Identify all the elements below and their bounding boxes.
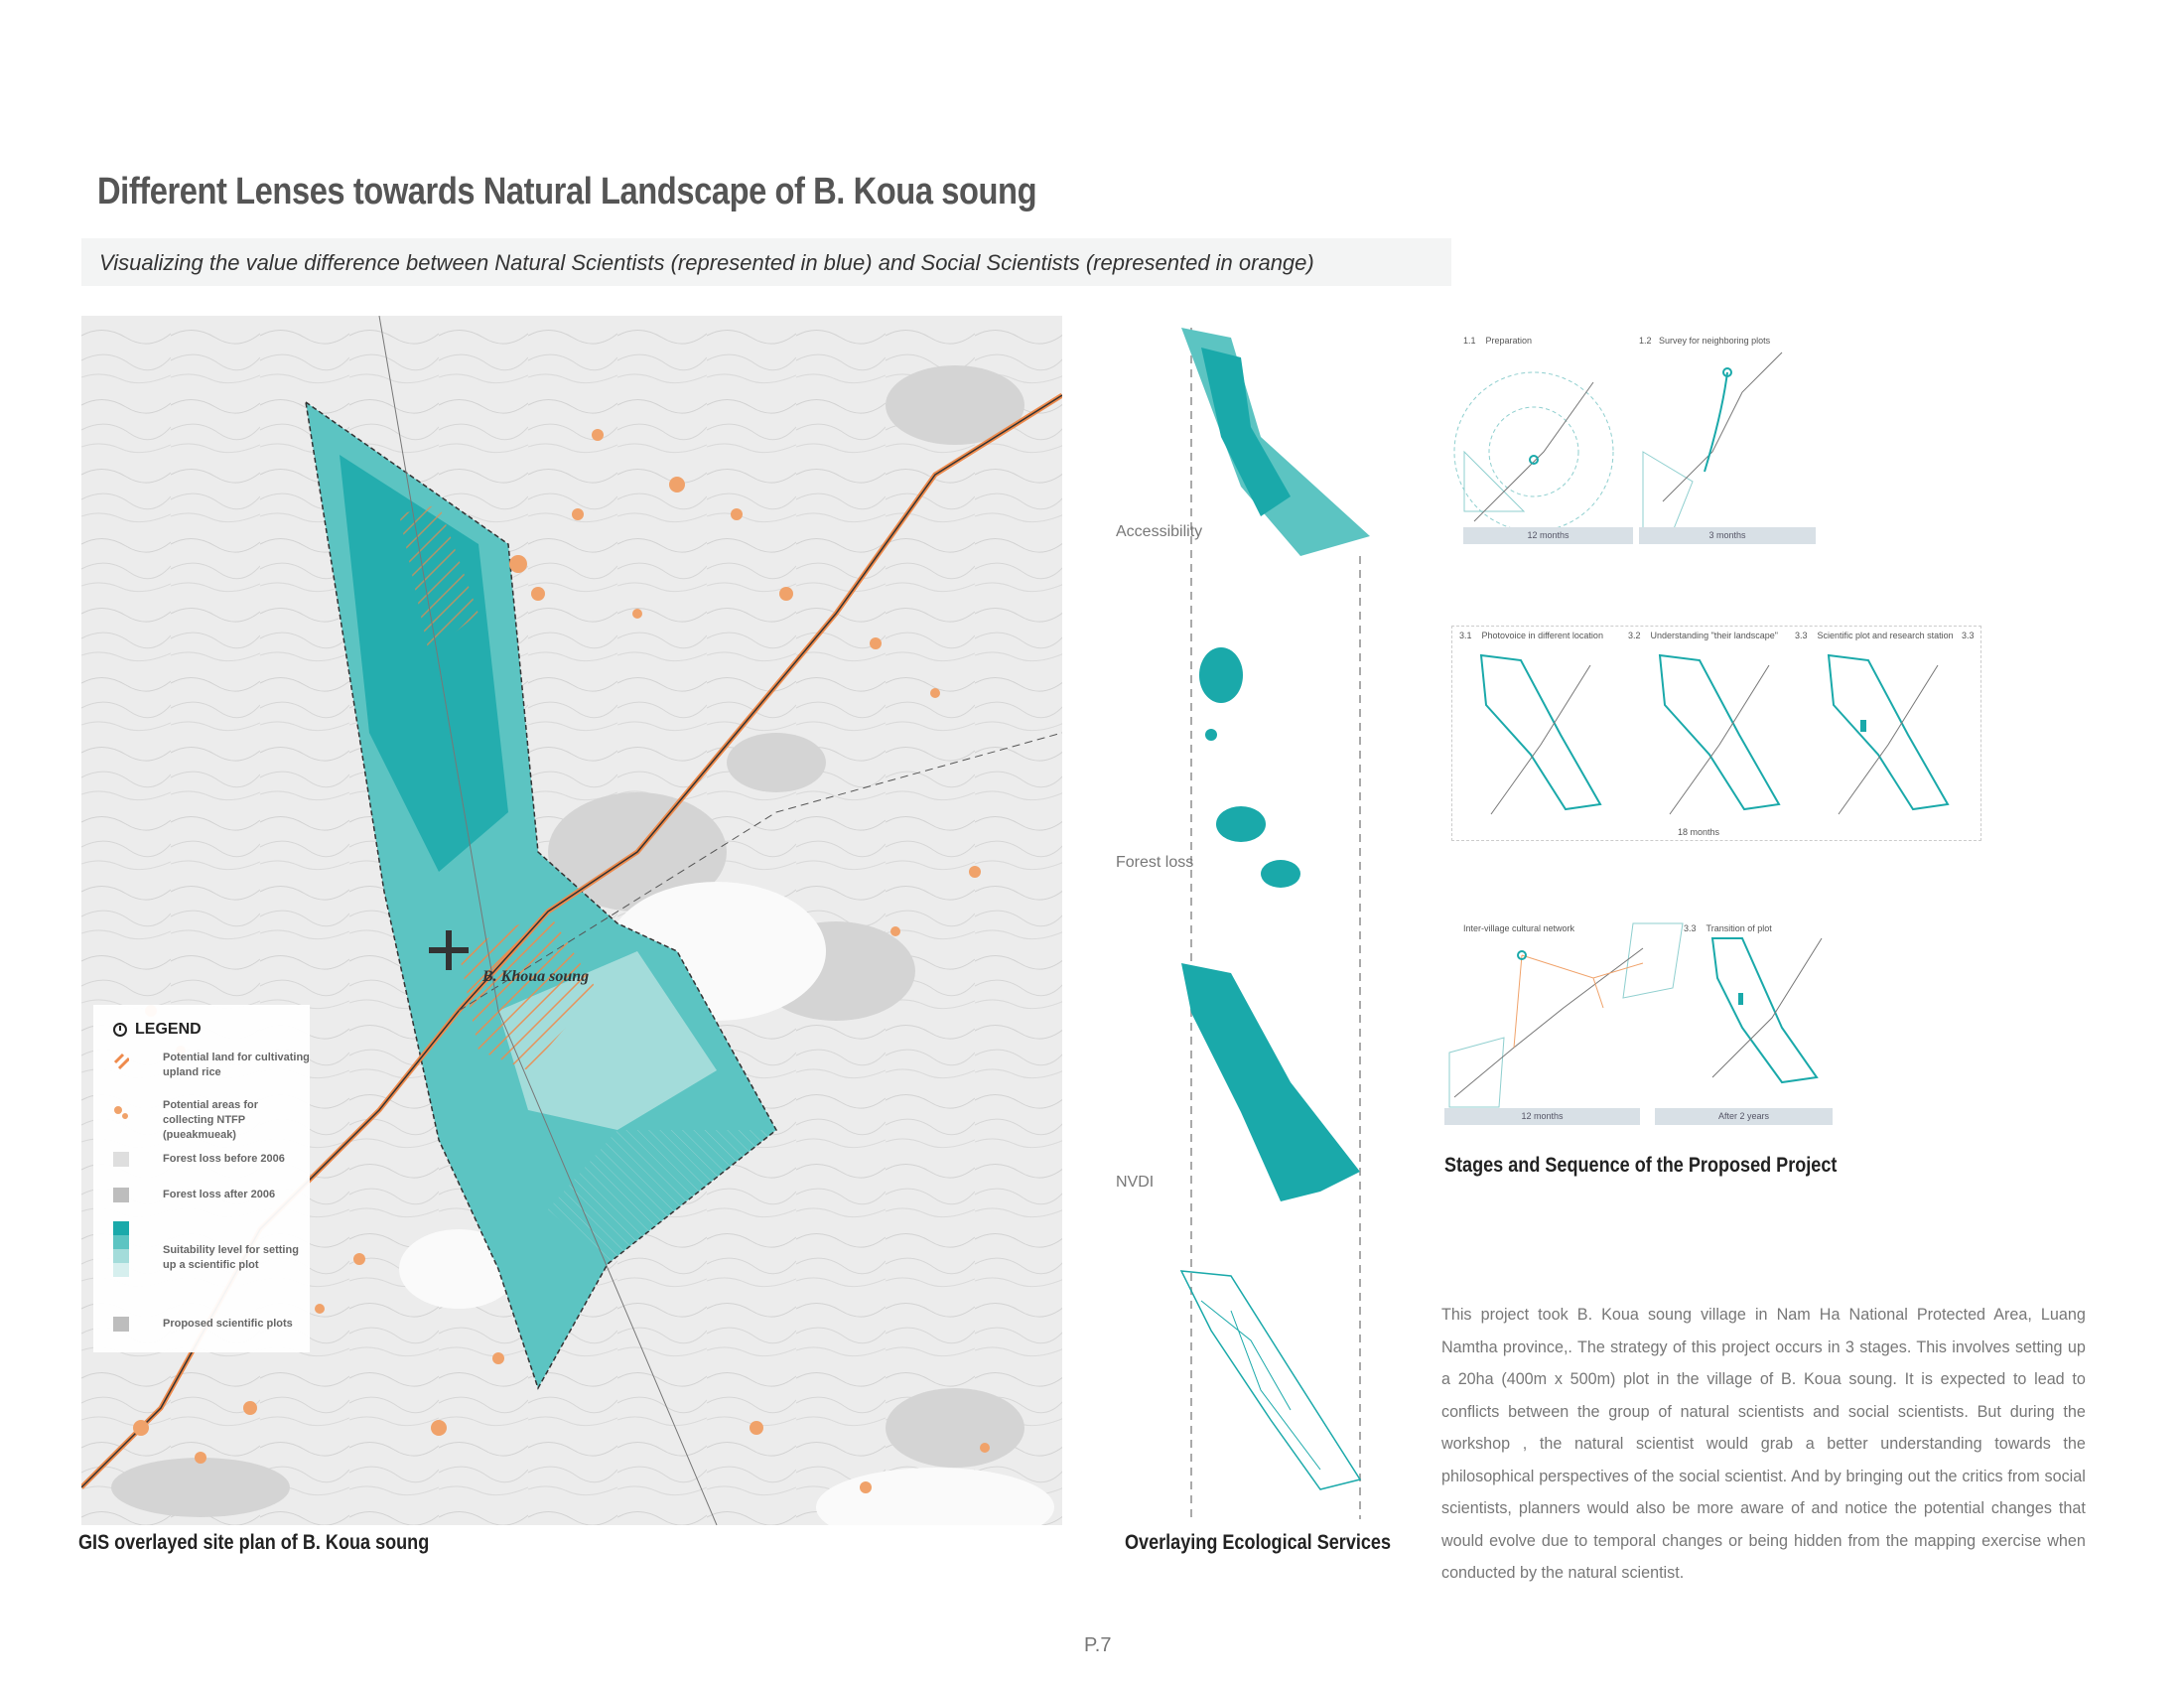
ecological-network-map [1179, 1270, 1362, 1490]
overlay-label-forest-loss: Forest loss [1116, 854, 1194, 871]
ntfp-dots [133, 429, 990, 1493]
legend-title: LEGEND [135, 1021, 202, 1038]
stage-1-2-label: 1.2 Survey for neighboring plots [1639, 336, 1771, 346]
map-caption: GIS overlayed site plan of B. Koua soung [78, 1531, 430, 1554]
stage-3-1-label: 3.1 Photovoice in different location [1459, 631, 1603, 640]
stage-3-2-label: 3.2 Understanding "their landscape" [1628, 631, 1779, 640]
stages-caption: Stages and Sequence of the Proposed Proj… [1444, 1154, 1838, 1177]
page-title: Different Lenses towards Natural Landsca… [97, 171, 1037, 212]
hatch-icon [113, 1053, 129, 1070]
overlay-stack [1179, 328, 1370, 1519]
forest-loss-map [1199, 647, 1300, 888]
map-legend: LEGEND Potential land for cultivating up… [93, 1005, 310, 1352]
stage-row-3-duration-2: After 2 years [1655, 1108, 1833, 1125]
ndvi-map [1181, 963, 1360, 1201]
overlay-label-ndvi: NVDI [1116, 1174, 1155, 1191]
overlay-caption: Overlaying Ecological Services [1125, 1531, 1392, 1554]
stage-3-3-label: 3.3 Scientific plot and research station [1795, 631, 1954, 640]
stage-3-3b-label: 3.3 [1962, 631, 1975, 640]
stage-row-3 [1448, 922, 1823, 1108]
subtitle-band [81, 238, 1451, 286]
stage-1-1-duration: 12 months [1463, 527, 1633, 544]
stage-1-2-duration: 3 months [1639, 527, 1816, 544]
stage-row-2-duration: 18 months [1678, 827, 1720, 837]
stage-row-3-transition-label: 3.3 Transition of plot [1684, 923, 1772, 933]
stage-row-2-sketches [1479, 653, 1950, 815]
stage-row-3-network-label: Inter-village cultural network [1463, 923, 1575, 933]
page-subtitle: Visualizing the value difference between… [99, 250, 1314, 275]
stage-row-3-duration-1: 12 months [1444, 1108, 1640, 1125]
project-description: This project took B. Koua soung village … [1441, 1305, 2086, 1582]
overlay-label-accessibility: Accessibility [1116, 523, 1203, 540]
stage-1-1-label: 1.1 Preparation [1463, 336, 1533, 346]
dot-icon [114, 1106, 128, 1119]
village-marker [429, 930, 469, 970]
clock-icon [113, 1023, 127, 1037]
stage-row-2 [1451, 626, 1981, 841]
village-label: B. Khoua soung [481, 968, 589, 985]
stage-row-1 [1453, 352, 1783, 532]
page-number: P.7 [1084, 1634, 1112, 1656]
